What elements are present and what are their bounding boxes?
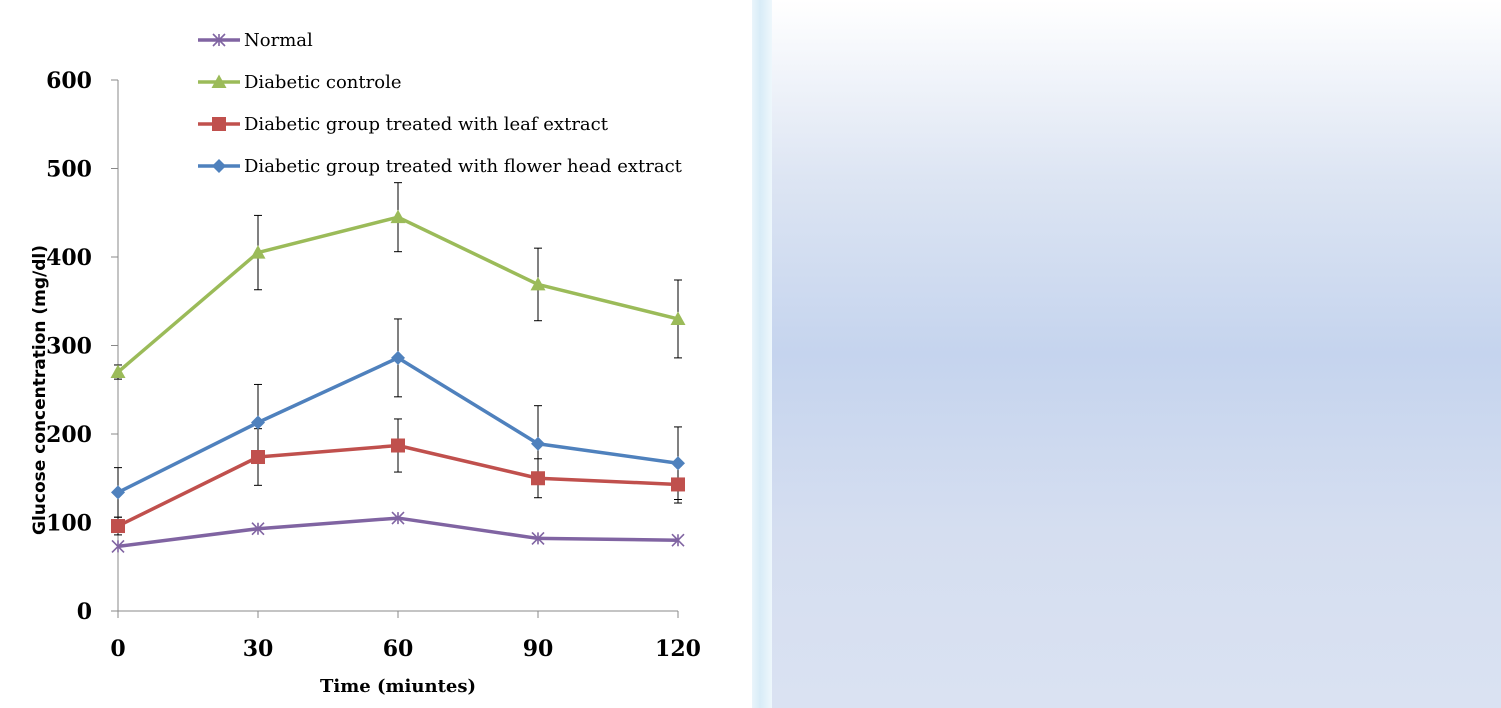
x-tick-label: 120: [655, 636, 701, 662]
marker-square: [391, 438, 405, 453]
marker-square: [212, 117, 226, 131]
y-tick-label: 200: [46, 422, 92, 448]
marker-diamond: [251, 415, 265, 430]
marker-triangle: [390, 209, 406, 224]
legend-label: Diabetic group treated with flower head …: [244, 156, 683, 177]
marker-diamond: [111, 485, 125, 500]
marker-x: [391, 511, 405, 525]
legend-label: Diabetic group treated with leaf extract: [244, 114, 609, 135]
marker-x: [212, 33, 226, 47]
legend-label: Diabetic controle: [244, 72, 401, 93]
x-axis-title: Time (miuntes): [320, 676, 476, 697]
marker-diamond: [531, 436, 545, 451]
marker-triangle: [110, 364, 126, 379]
marker-square: [531, 471, 545, 486]
marker-diamond: [391, 350, 405, 365]
marker-diamond: [212, 159, 226, 173]
legend: Normal Diabetic controle Diabetic group tr…: [198, 30, 683, 177]
marker-x: [671, 533, 685, 547]
y-tick-label: 100: [46, 511, 92, 537]
marker-triangle: [250, 245, 266, 259]
x-tick-label: 60: [383, 636, 414, 662]
y-tick-label: 600: [46, 68, 92, 94]
y-tick-label: 500: [46, 157, 92, 183]
marker-triangle: [670, 311, 686, 325]
line-chart: 0 100 200 300 400 500 600 0 30 60 90 120 Normal Diab…: [30, 30, 701, 697]
x-tick-label: 0: [110, 636, 125, 662]
y-axis-title: Glucose concentration (mg/dl): [30, 245, 50, 535]
y-tick-label: 0: [77, 599, 92, 625]
marker-square: [111, 519, 125, 534]
marker-diamond: [671, 456, 685, 471]
axes: 0 100 200 300 400 500 600 0 30 60 90 120: [46, 68, 701, 662]
marker-square: [671, 477, 685, 492]
marker-triangle: [211, 74, 227, 88]
series-markers: [110, 209, 686, 553]
marker-x: [111, 539, 125, 553]
x-tick-label: 90: [523, 636, 554, 662]
chart-panel: 0 100 200 300 400 500 600 0 30 60 90 120 Normal Diab…: [30, 30, 701, 697]
y-tick-label: 300: [46, 334, 92, 360]
x-tick-label: 30: [243, 636, 274, 662]
marker-square: [251, 450, 265, 465]
y-tick-label: 400: [46, 245, 92, 271]
legend-label: Normal: [244, 30, 313, 51]
marker-x: [251, 522, 265, 536]
right-panel: [772, 0, 1501, 708]
marker-triangle: [530, 276, 546, 291]
panel-divider: [752, 0, 772, 708]
marker-x: [531, 531, 545, 545]
